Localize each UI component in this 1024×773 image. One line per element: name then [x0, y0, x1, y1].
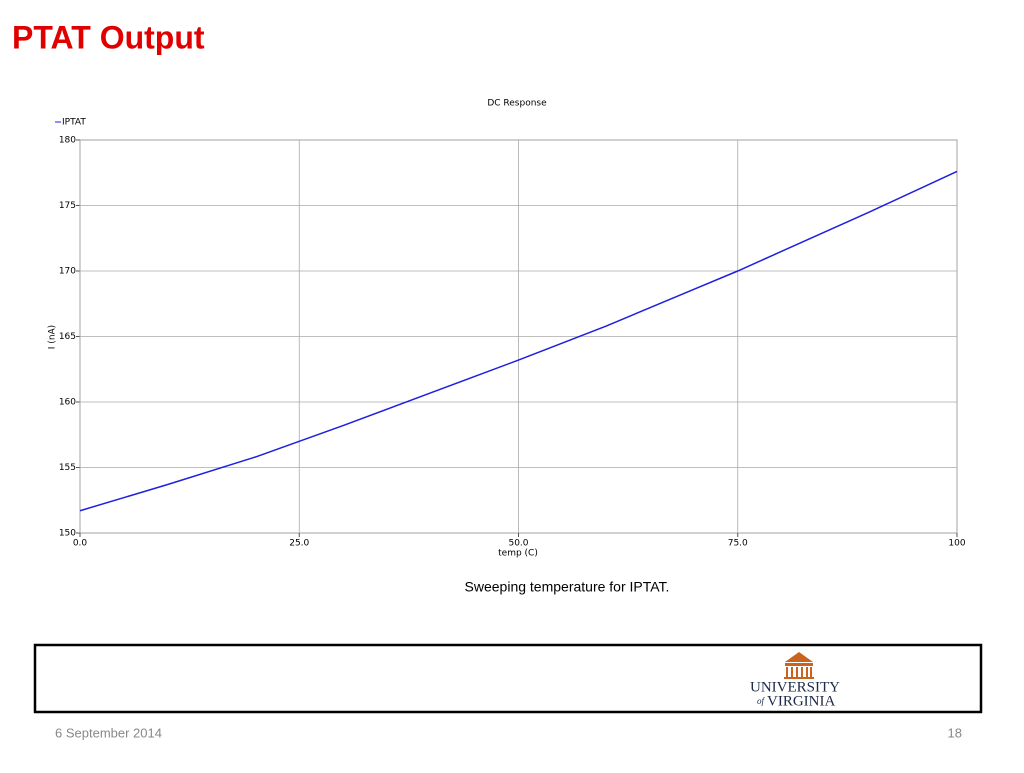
- x-tick-label: 0.0: [73, 539, 88, 549]
- y-tick-label: 175: [59, 201, 76, 211]
- y-axis-label: I (nA): [48, 325, 58, 349]
- y-tick-label: 150: [59, 529, 76, 539]
- x-tick-label: 50.0: [508, 539, 528, 549]
- y-tick-label: 170: [59, 267, 76, 277]
- x-tick-label: 25.0: [289, 539, 309, 549]
- logo-text: UNIVERSITY: [750, 679, 840, 695]
- y-tick-label: 155: [59, 463, 76, 473]
- page-number: 18: [948, 725, 962, 740]
- y-tick-label: 165: [59, 332, 76, 342]
- logo-text: of: [757, 696, 766, 706]
- x-tick-label: 75.0: [728, 539, 748, 549]
- slide-title: PTAT Output: [12, 19, 205, 55]
- logo-icon: [784, 652, 814, 679]
- footer-box: [33, 643, 983, 714]
- caption: Sweeping temperature for IPTAT.: [465, 579, 670, 595]
- data-line: [79, 170, 958, 512]
- y-tick-label: 180: [59, 136, 76, 146]
- y-tick-label: 160: [59, 398, 76, 408]
- footer-date: 6 September 2014: [55, 725, 162, 740]
- logo-text: VIRGINIA: [767, 693, 835, 709]
- legend-label: IPTAT: [62, 118, 86, 128]
- chart-title: DC Response: [487, 99, 547, 109]
- x-tick-label: 100: [948, 539, 965, 549]
- x-axis-label: temp (C): [498, 549, 538, 559]
